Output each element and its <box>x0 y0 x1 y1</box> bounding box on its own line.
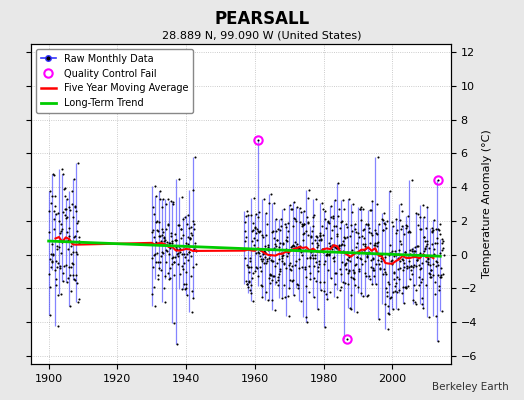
Text: 28.889 N, 99.090 W (United States): 28.889 N, 99.090 W (United States) <box>162 30 362 40</box>
Text: Berkeley Earth: Berkeley Earth <box>432 382 508 392</box>
Text: PEARSALL: PEARSALL <box>214 10 310 28</box>
Legend: Raw Monthly Data, Quality Control Fail, Five Year Moving Average, Long-Term Tren: Raw Monthly Data, Quality Control Fail, … <box>36 49 193 113</box>
Y-axis label: Temperature Anomaly (°C): Temperature Anomaly (°C) <box>483 130 493 278</box>
